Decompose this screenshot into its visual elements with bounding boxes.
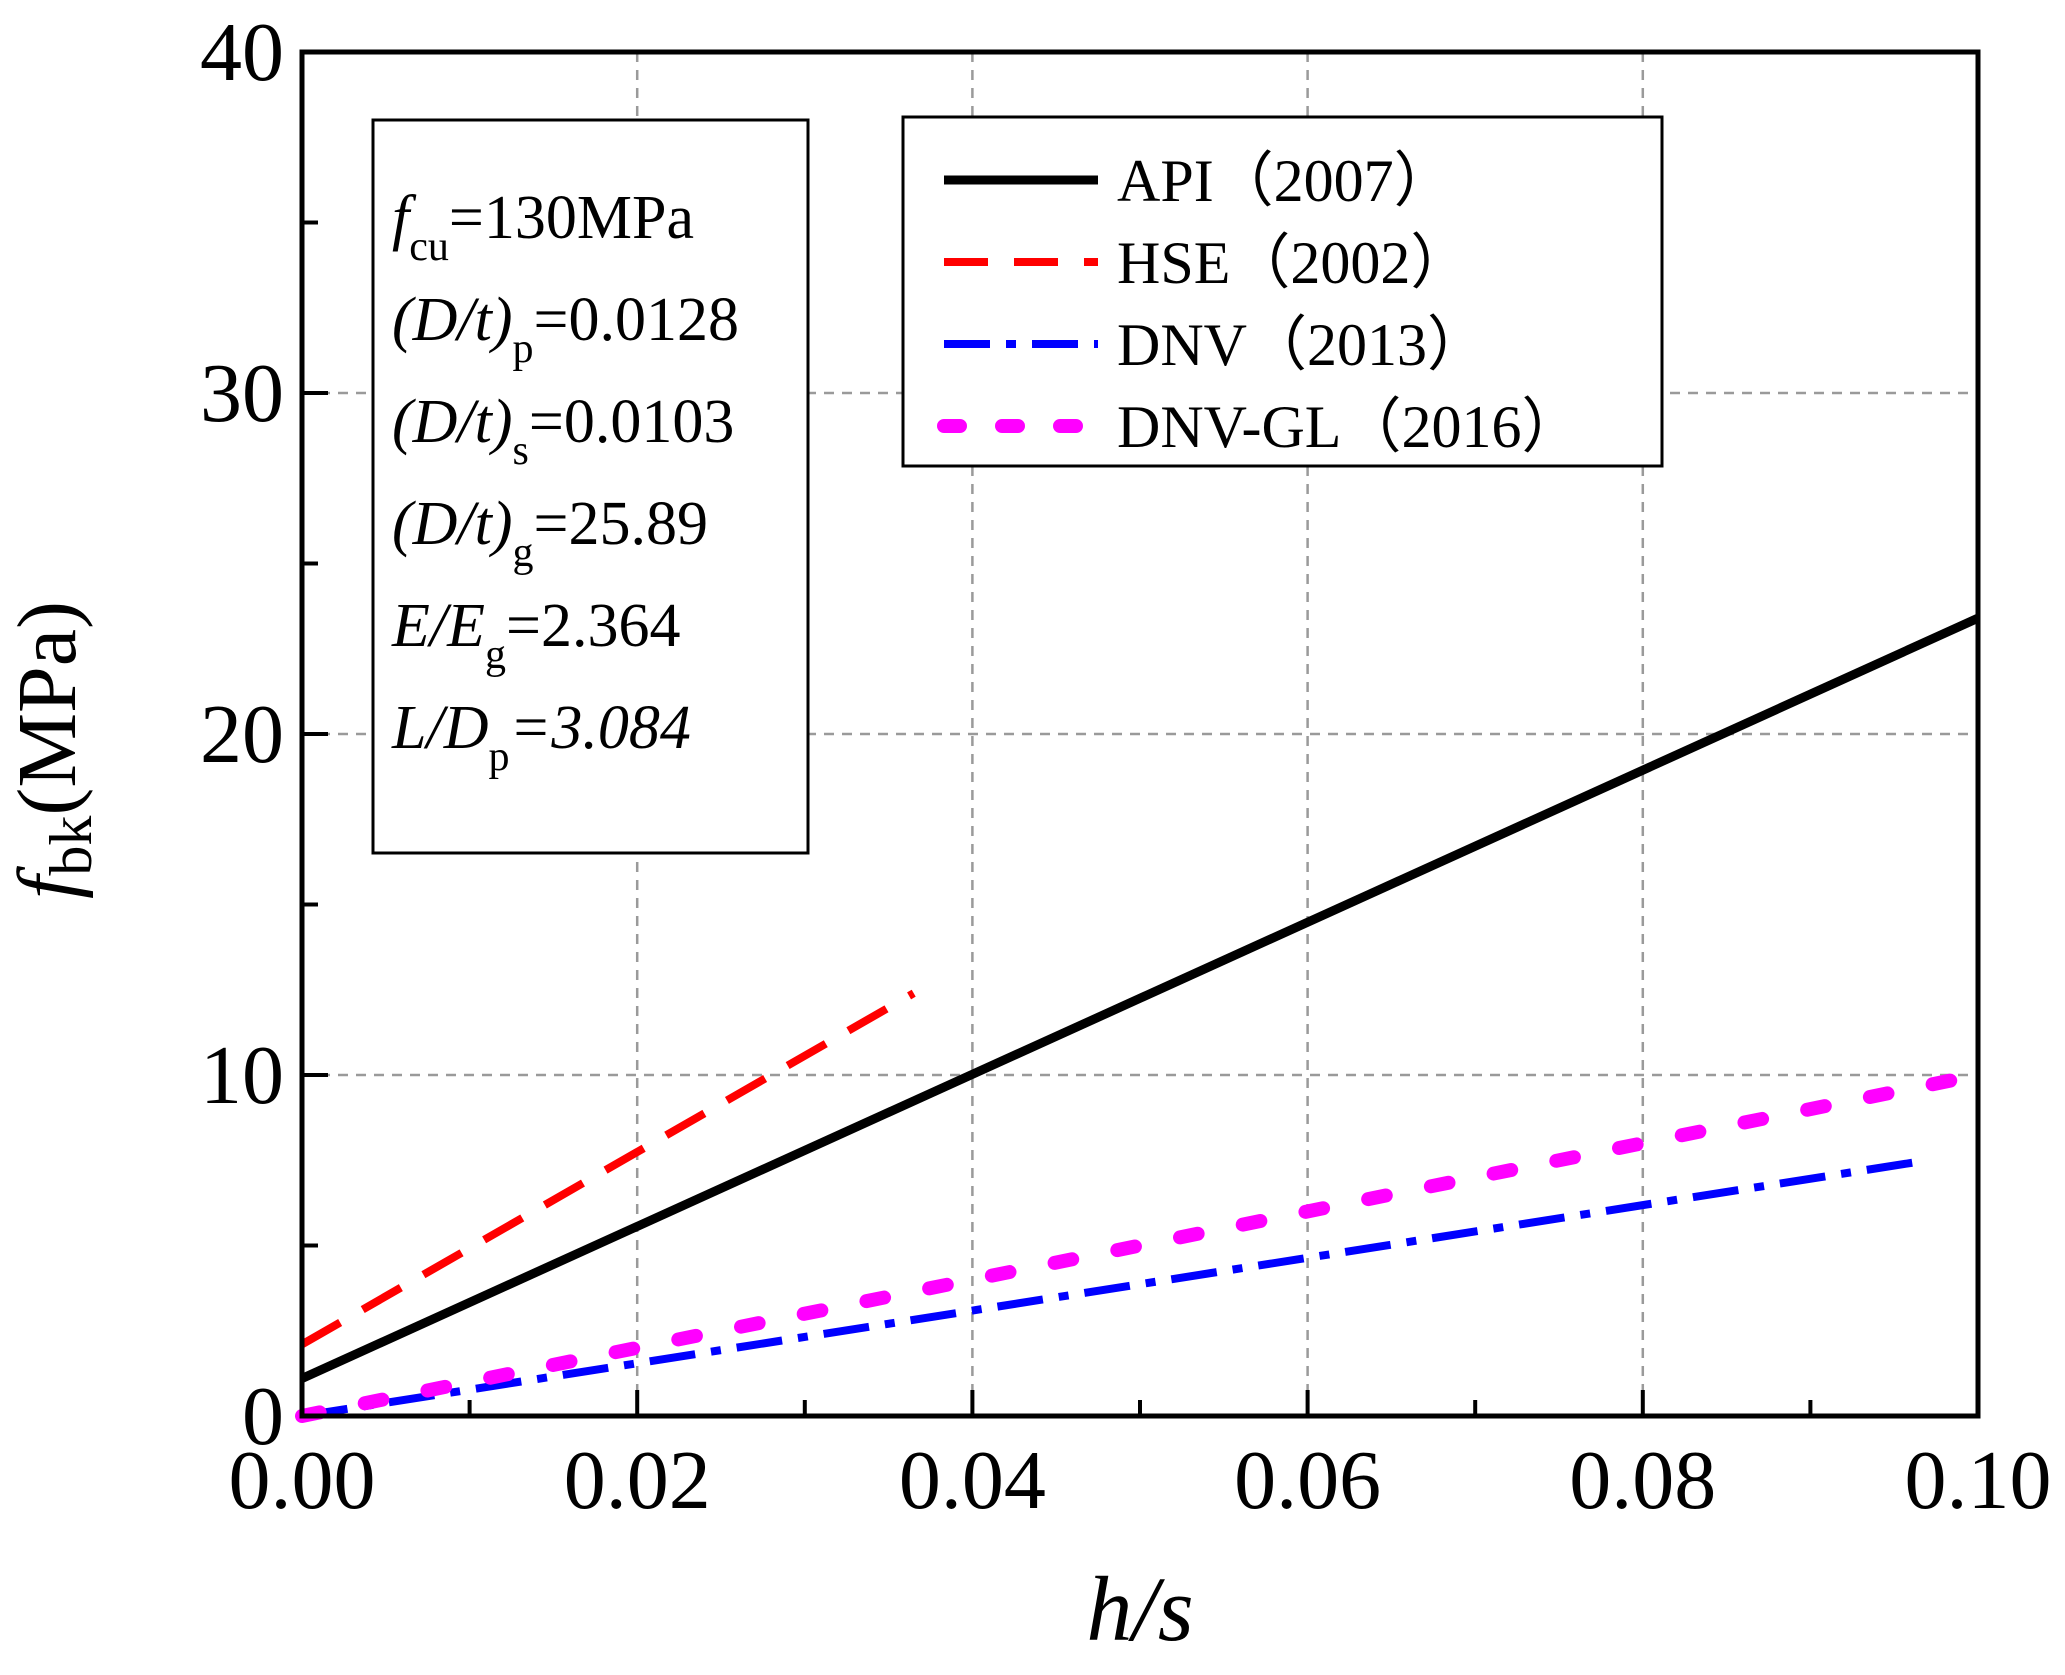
annotation-dts: (D/t)s=0.0103 [392,388,734,474]
annotation-dtp: (D/t)p=0.0128 [392,286,739,372]
x-tick-label: 0.08 [1569,1434,1716,1527]
annotation-dtg: (D/t)g=25.89 [392,490,708,576]
series-line-api [300,614,1980,1383]
x-tick-label: 0.00 [229,1434,376,1527]
series-line-dnv-gl [295,1068,1985,1423]
x-tick-label: 0.10 [1905,1434,2052,1527]
series-line-dnv [301,1156,1929,1420]
y-tick-labels: 0 10 20 30 40 [200,6,284,1463]
x-tick-label: 0.02 [564,1434,711,1527]
y-axis-label: fbk(MPa) [1,601,104,899]
legend: API（2007） HSE（2002） DNV（2013） DNV-GL（2016） [901,115,1664,468]
series-lines [295,614,1985,1423]
axis-ticks [300,50,1980,1418]
y-tick-label: 40 [200,6,284,99]
y-axis-label-sub: bk [38,816,104,876]
series-line-hse [300,989,916,1348]
y-tick-label: 30 [200,347,284,440]
x-tick-labels: 0.00 0.02 0.04 0.06 0.08 0.10 [229,1434,2052,1527]
legend-label: DNV-GL（2016） [1117,394,1581,460]
y-tick-label: 10 [200,1029,284,1122]
y-tick-label: 0 [242,1370,284,1463]
annotation-eeg: E/Eg=2.364 [391,592,680,678]
y-tick-label: 20 [200,688,284,781]
legend-label: API（2007） [1117,148,1454,214]
legend-label: DNV（2013） [1117,312,1487,378]
annotation-fcu: fcu=130MPa [392,184,694,270]
legend-label: HSE（2002） [1117,230,1470,296]
x-tick-label: 0.06 [1234,1434,1381,1527]
y-axis-label-unit: (MPa) [1,601,94,816]
annotation-ldp: L/Dp=3.084 [391,694,691,780]
svg-text:fbk(MPa): fbk(MPa) [1,601,104,899]
x-tick-label: 0.04 [899,1434,1046,1527]
x-axis-label: h/s [1086,1558,1193,1660]
parameter-annotation-box: fcu=130MPa (D/t)p=0.0128 (D/t)s=0.0103 (D/t… [371,118,810,855]
